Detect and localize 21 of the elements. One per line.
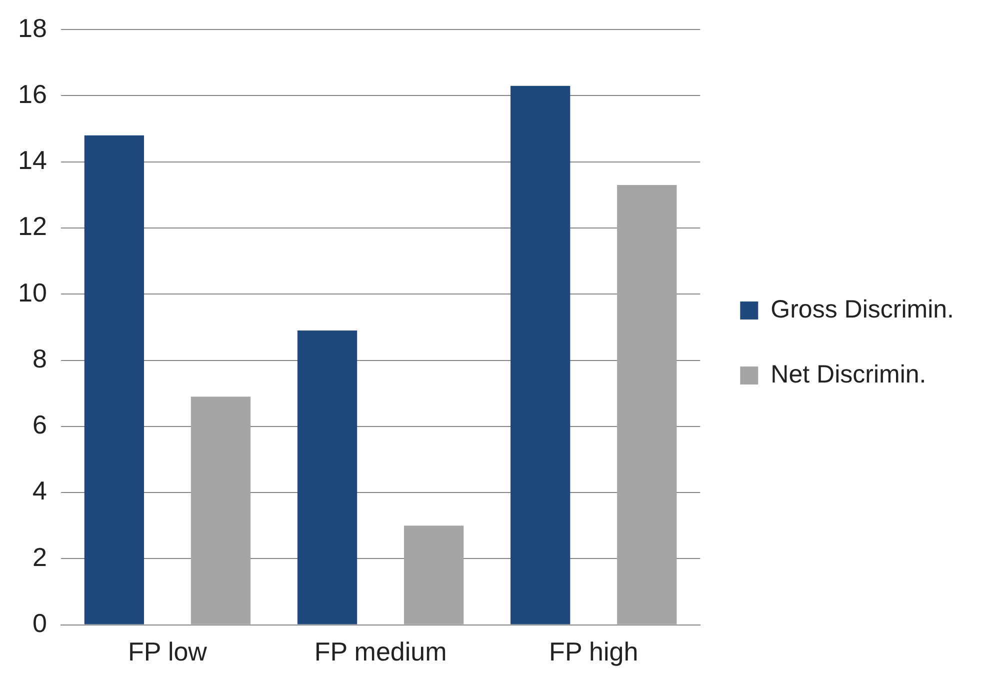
legend-label: Gross Discrimin.: [770, 295, 954, 324]
y-tick-label: 2: [32, 542, 47, 572]
y-tick-label: 12: [18, 211, 47, 242]
y-tick-label: 4: [32, 476, 47, 506]
bar: [297, 330, 358, 624]
x-tick-label: FP high: [549, 636, 638, 667]
x-tick-label: FP medium: [314, 636, 447, 667]
bar: [404, 526, 464, 624]
bar: [190, 396, 251, 624]
bar: [510, 86, 570, 624]
bar: [84, 135, 144, 624]
bar: [617, 185, 677, 624]
y-tick-label: 10: [18, 277, 47, 308]
y-tick-label: 6: [32, 410, 47, 440]
legend-label: Net Discrimin.: [770, 360, 926, 388]
x-tick-label: FP low: [128, 636, 208, 667]
y-tick-label: 16: [18, 78, 47, 109]
y-tick-label: 0: [32, 608, 47, 638]
y-tick-label: 8: [32, 343, 47, 374]
y-tick-label: 14: [18, 145, 47, 176]
y-tick-label: 18: [18, 12, 47, 43]
